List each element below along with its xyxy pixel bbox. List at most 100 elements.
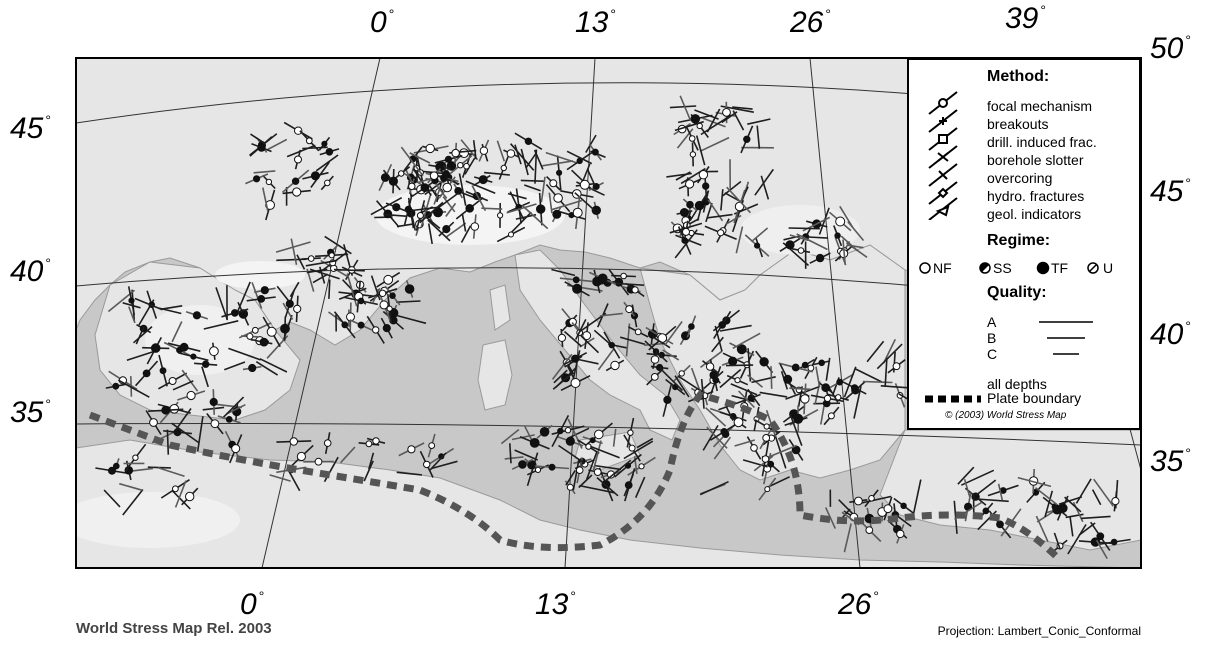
stress-marker	[525, 138, 531, 144]
stress-marker	[837, 379, 843, 385]
legend-method-heading: Method:	[987, 68, 1049, 86]
method-borehole-slotter: borehole slotter	[987, 152, 1084, 168]
stress-marker	[594, 469, 601, 476]
stress-marker	[501, 165, 506, 170]
stress-marker	[177, 347, 183, 353]
regime-ss: SS	[993, 260, 1012, 276]
stress-marker	[322, 141, 327, 146]
regime-u: U	[1103, 260, 1113, 276]
stress-marker	[798, 248, 804, 254]
stress-marker	[565, 428, 570, 433]
stress-marker	[160, 368, 166, 374]
stress-marker	[764, 424, 769, 429]
stress-marker	[792, 364, 799, 371]
left-label-45: 45°	[10, 112, 51, 146]
method-overcoring: overcoring	[987, 170, 1052, 186]
stress-marker	[325, 180, 331, 186]
stress-marker	[426, 144, 434, 152]
stress-marker	[760, 358, 768, 366]
stress-marker	[1059, 504, 1068, 513]
stress-marker	[373, 438, 379, 444]
stress-marker	[129, 298, 134, 303]
stress-marker	[479, 176, 487, 184]
stress-marker	[884, 505, 892, 513]
stress-marker	[210, 398, 217, 405]
top-label-0: 0°	[370, 6, 394, 40]
stress-marker	[723, 109, 731, 117]
stress-marker	[445, 156, 451, 162]
stress-marker	[109, 467, 116, 474]
stress-marker	[389, 177, 397, 185]
stress-marker	[558, 428, 563, 433]
stress-marker	[258, 296, 265, 303]
stress-marker	[535, 467, 540, 472]
stress-marker	[573, 277, 579, 283]
bottom-label-13: 13°	[535, 588, 576, 622]
stress-marker	[573, 284, 582, 293]
stress-marker	[162, 406, 170, 414]
stress-marker	[689, 136, 695, 142]
stress-marker	[249, 364, 256, 371]
plate-boundary-icon	[923, 393, 983, 405]
stress-marker	[358, 298, 364, 304]
stress-marker	[679, 371, 684, 376]
stress-marker	[507, 150, 515, 158]
quality-b: B	[987, 330, 996, 346]
stress-marker	[762, 456, 769, 463]
stress-marker	[719, 322, 726, 329]
stress-marker	[293, 188, 301, 196]
stress-line	[789, 228, 820, 229]
projection-label: Projection: Lambert_Conic_Conformal	[938, 624, 1141, 638]
stress-marker	[409, 183, 415, 189]
stress-marker	[721, 429, 727, 435]
right-label-40: 40°	[1150, 318, 1191, 352]
stress-marker	[598, 274, 607, 283]
stress-marker	[261, 287, 268, 294]
stress-line	[808, 237, 828, 238]
stress-marker	[855, 497, 863, 505]
stress-marker	[480, 147, 487, 154]
stress-marker	[173, 486, 179, 492]
stress-marker	[429, 443, 435, 449]
stress-marker	[530, 439, 539, 448]
stress-marker	[471, 223, 479, 231]
stress-marker	[625, 482, 632, 489]
stress-marker	[683, 228, 690, 235]
stress-marker	[628, 430, 633, 435]
stress-marker	[390, 293, 396, 299]
method-breakouts: breakouts	[987, 116, 1048, 132]
stress-marker	[851, 385, 857, 391]
stress-marker	[443, 171, 450, 178]
stress-marker	[632, 287, 638, 293]
stress-marker	[737, 345, 746, 354]
method-drill-induced: drill. induced frac.	[987, 134, 1097, 150]
stress-marker	[682, 238, 688, 244]
stress-marker	[417, 213, 423, 219]
stress-marker	[615, 278, 623, 286]
stress-marker	[572, 355, 579, 362]
stress-marker	[866, 527, 873, 534]
stress-marker	[393, 204, 400, 211]
stress-marker	[294, 305, 301, 312]
stress-marker	[193, 312, 200, 319]
stress-marker	[170, 405, 179, 414]
stress-marker	[686, 180, 694, 188]
stress-marker	[651, 374, 658, 381]
stress-marker	[901, 503, 906, 508]
stress-marker	[735, 378, 740, 383]
regime-tf-icon	[1038, 263, 1049, 274]
stress-line	[167, 430, 168, 455]
stress-marker	[169, 378, 176, 385]
stress-marker	[260, 338, 268, 346]
stress-marker	[836, 217, 845, 226]
stress-marker	[680, 209, 688, 217]
right-label-45: 45°	[1150, 175, 1191, 209]
stress-marker	[387, 306, 392, 311]
stress-marker	[765, 487, 770, 492]
stress-marker	[639, 464, 644, 469]
method-focal-mechanism: focal mechanism	[987, 98, 1092, 114]
stress-marker	[695, 201, 703, 209]
stress-marker	[763, 435, 770, 442]
top-label-13: 13°	[575, 6, 616, 40]
stress-marker	[664, 396, 671, 403]
